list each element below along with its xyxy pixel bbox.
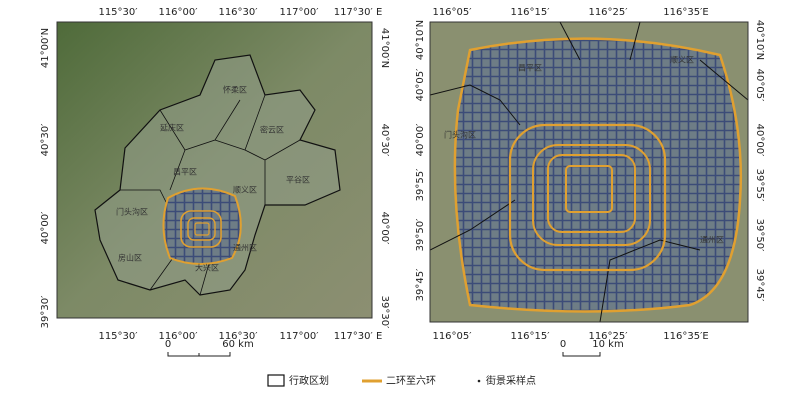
district-label: 顺义区: [233, 186, 257, 195]
district-label: 通州区: [700, 235, 724, 245]
district-label: 大兴区: [195, 263, 219, 273]
district-label: 延庆区: [160, 123, 184, 133]
scale-bar-right: [562, 352, 601, 357]
lon-label: 116°00′: [158, 7, 198, 18]
ring-4: [532, 144, 651, 246]
lon-label: 116°35′E: [663, 7, 708, 18]
legend-point-icon: [477, 379, 481, 383]
lat-label: 40°05′: [754, 69, 765, 102]
district-label: 平谷区: [286, 176, 310, 185]
lat-label: 39°45′: [754, 269, 765, 302]
ring-2: [194, 222, 210, 236]
lon-label: 116°25′: [588, 331, 628, 342]
lat-label: 40°00′: [754, 124, 765, 157]
ring-6: [453, 37, 743, 313]
lon-label: 116°15′: [510, 331, 550, 342]
lon-label: 116°25′: [588, 7, 628, 18]
lon-label: 115°30′: [98, 331, 138, 342]
scale-label: 0: [165, 339, 171, 350]
lon-label: 117°30′ E: [334, 331, 383, 342]
district-label: 门头沟区: [444, 130, 476, 140]
lat-label: 39°50′: [415, 218, 426, 251]
lat-label: 40°10′N: [754, 20, 765, 60]
lon-label: 116°35′E: [663, 331, 708, 342]
district-label: 房山区: [118, 253, 142, 263]
district-label: 顺义区: [670, 56, 694, 65]
district-label: 怀柔区: [223, 85, 247, 95]
lon-label: 117°00′: [279, 331, 319, 342]
lat-label: 39°30′: [379, 296, 390, 329]
legend-boundary-icon: [267, 374, 285, 387]
lat-label: 40°00′: [379, 212, 390, 245]
lon-label: 116°15′: [510, 7, 550, 18]
ring-3: [547, 154, 636, 233]
right-map-frame: [429, 21, 749, 323]
district-label: 昌平区: [518, 64, 542, 73]
district-label: 门头沟区: [116, 207, 148, 217]
lat-label: 39°55′: [754, 169, 765, 202]
lat-label: 40°30′: [40, 123, 51, 156]
scale-label: 0: [560, 339, 566, 350]
lon-label: 116°30′: [218, 7, 258, 18]
legend-label: 行政区划: [289, 374, 329, 387]
scale-label: 10 km: [592, 339, 623, 350]
ring-2: [565, 165, 613, 213]
lat-label: 40°00′: [415, 123, 426, 156]
scale-bar-left: [167, 352, 231, 357]
ring-5: [508, 123, 667, 272]
lon-label: 117°30′ E: [334, 7, 383, 18]
ring-6: [162, 187, 242, 265]
legend-label: 二环至六环: [386, 375, 436, 387]
lat-label: 40°05′: [415, 68, 426, 101]
beijing-boundary: [94, 54, 341, 296]
lat-label: 39°55′: [415, 168, 426, 201]
lat-label: 40°00′: [40, 211, 51, 244]
lat-label: 41°00′N: [379, 28, 390, 68]
district-label: 通州区: [233, 243, 257, 253]
lon-label: 115°30′: [98, 7, 138, 18]
lat-label: 39°50′: [754, 219, 765, 252]
lat-label: 41°00′N: [40, 28, 51, 68]
scale-label: 60 km: [222, 339, 253, 350]
district-lines: [430, 22, 748, 322]
district-lines: [120, 94, 301, 296]
district-label: 昌平区: [173, 168, 197, 177]
district-label: 密云区: [260, 125, 284, 135]
ring-4: [187, 217, 216, 241]
lon-label: 117°00′: [279, 7, 319, 18]
lon-label: 116°05′: [432, 331, 472, 342]
lat-label: 39°45′: [415, 268, 426, 301]
lon-label: 116°00′: [158, 331, 198, 342]
lon-label: 116°30′: [218, 331, 258, 342]
lon-label: 116°05′: [432, 7, 472, 18]
lat-label: 40°30′: [379, 124, 390, 157]
legend-label: 街景采样点: [486, 374, 536, 387]
lat-label: 40°10′N: [415, 20, 426, 60]
ring-5: [180, 210, 222, 248]
lat-label: 39°30′: [40, 295, 51, 328]
